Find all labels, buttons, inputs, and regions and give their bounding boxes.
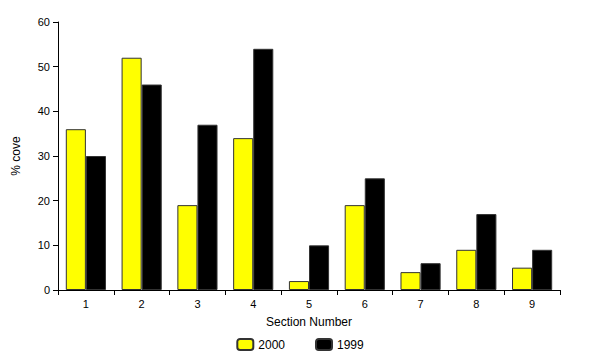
svg-text:Section Number: Section Number [266, 315, 352, 329]
svg-text:1: 1 [83, 298, 89, 310]
svg-text:6: 6 [362, 298, 368, 310]
svg-text:30: 30 [38, 150, 50, 162]
svg-text:60: 60 [38, 16, 50, 28]
svg-text:% cove: % cove [9, 136, 23, 176]
svg-text:10: 10 [38, 239, 50, 251]
svg-text:5: 5 [306, 298, 312, 310]
svg-text:2000: 2000 [258, 338, 285, 352]
svg-text:4: 4 [250, 298, 256, 310]
svg-text:0: 0 [44, 284, 50, 296]
svg-text:3: 3 [194, 298, 200, 310]
svg-text:2: 2 [139, 298, 145, 310]
svg-text:8: 8 [473, 298, 479, 310]
svg-text:20: 20 [38, 195, 50, 207]
svg-text:1999: 1999 [337, 338, 364, 352]
svg-text:40: 40 [38, 105, 50, 117]
svg-text:9: 9 [529, 298, 535, 310]
svg-text:50: 50 [38, 61, 50, 73]
svg-text:7: 7 [417, 298, 423, 310]
